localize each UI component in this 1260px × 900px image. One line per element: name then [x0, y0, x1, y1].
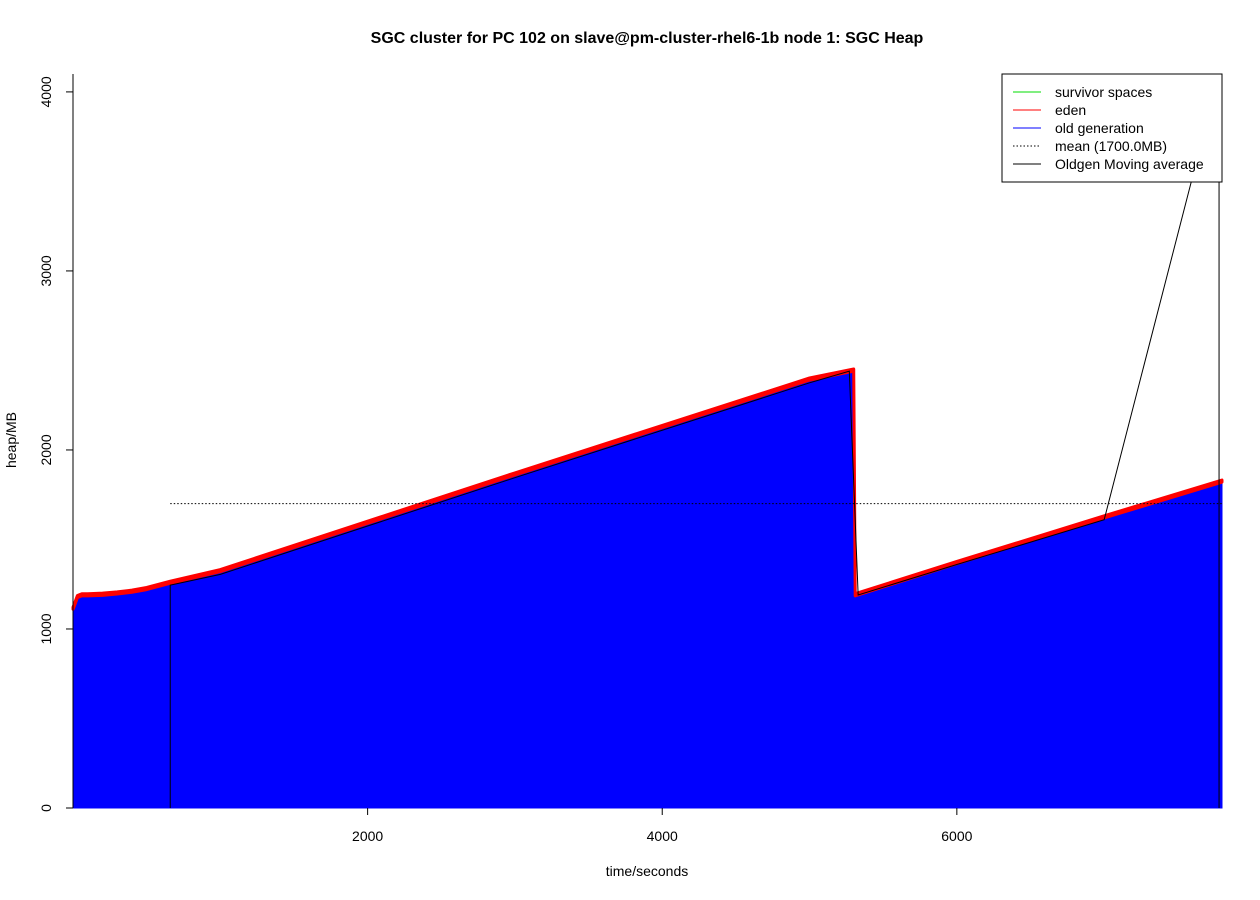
chart-title: SGC cluster for PC 102 on slave@pm-clust…: [371, 30, 924, 47]
old-generation-area: [72, 370, 1223, 809]
x-tick-label: 6000: [941, 828, 972, 844]
y-tick-label: 1000: [38, 613, 54, 644]
axes: 0 1000 2000 3000 4000 2000 4000 6000: [38, 74, 973, 844]
y-tick-label: 3000: [38, 255, 54, 286]
y-tick-label: 0: [38, 804, 54, 812]
x-tick-label: 2000: [352, 828, 383, 844]
legend: survivor spaces eden old generation mean (1…: [1001, 73, 1223, 183]
x-axis-label: time/seconds: [606, 863, 688, 879]
y-tick-label: 2000: [38, 434, 54, 465]
moving-average-line: [169, 73, 1220, 808]
legend-label: mean (1700.0MB): [1055, 138, 1167, 154]
legend-label: eden: [1055, 102, 1086, 118]
legend-label: old generation: [1055, 120, 1144, 136]
y-axis-label: heap/MB: [3, 412, 19, 468]
plot-area: [71, 73, 1224, 809]
y-tick-label: 4000: [38, 76, 54, 107]
legend-label: survivor spaces: [1055, 84, 1152, 100]
eden-band: [71, 367, 1224, 611]
legend-label: Oldgen Moving average: [1055, 156, 1204, 172]
x-tick-label: 4000: [647, 828, 678, 844]
